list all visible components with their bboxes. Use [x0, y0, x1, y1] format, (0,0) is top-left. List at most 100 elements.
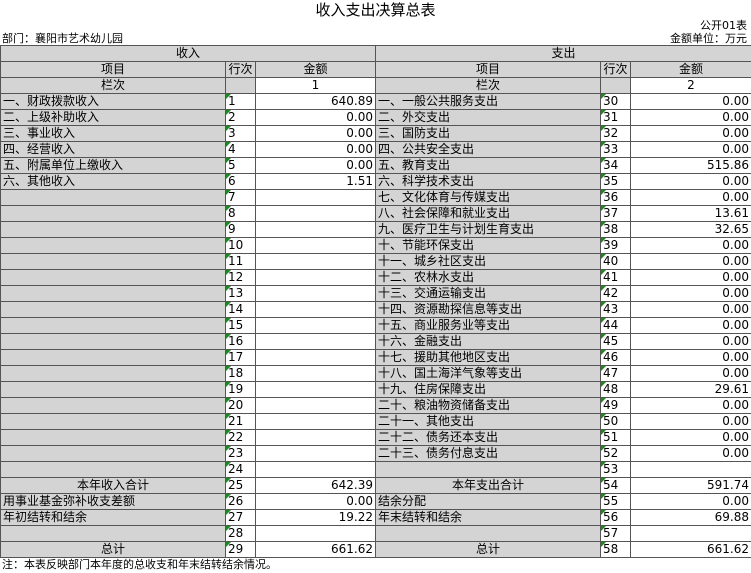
table-row: 用事业基金弥补收支差额 26 0.00 结余分配 55 0.00	[0, 493, 751, 510]
line-number-cell: 4	[225, 141, 256, 158]
item-cell: 二十三、债务付息支出	[375, 445, 601, 462]
column-header: 项目	[375, 61, 601, 78]
line-number-cell: 27	[225, 509, 256, 526]
item-cell	[0, 461, 226, 478]
table-row: 17 十七、援助其他地区支出 46 0.00	[0, 349, 751, 366]
amount-cell	[255, 221, 376, 238]
table-row: 16 十六、金融支出 45 0.00	[0, 333, 751, 350]
table-row: 21 二十一、其他支出 50 0.00	[0, 413, 751, 430]
item-cell: 结余分配	[375, 493, 601, 510]
amount-cell	[630, 525, 751, 542]
line-number-cell: 34	[600, 157, 631, 174]
item-cell	[0, 269, 226, 286]
column-header: 行次	[600, 61, 631, 78]
line-number-cell: 22	[225, 429, 256, 446]
column-header: 金额	[255, 61, 376, 78]
line-number-cell: 42	[600, 285, 631, 302]
item-cell: 十一、城乡社区支出	[375, 253, 601, 270]
amount-cell: 640.89	[255, 93, 376, 110]
note: 注：本表反映部门本年度的总收支和年末结转结余情况。	[2, 558, 277, 571]
table-row: 总计 29 661.62 总计 58 661.62	[0, 541, 751, 558]
amount-cell: 0.00	[630, 349, 751, 366]
table-row: 项目 行次 金额 项目 行次 金额	[0, 61, 751, 78]
item-cell: 十二、农林水支出	[375, 269, 601, 286]
item-cell	[375, 461, 601, 478]
line-number-cell: 6	[225, 173, 256, 190]
amount-cell: 0.00	[630, 269, 751, 286]
line-number-cell: 45	[600, 333, 631, 350]
line-number-cell: 12	[225, 269, 256, 286]
item-cell: 二十一、其他支出	[375, 413, 601, 430]
line-number-cell: 19	[225, 381, 256, 398]
table-row: 12 十二、农林水支出 41 0.00	[0, 269, 751, 286]
amount-cell: 2	[630, 77, 751, 94]
table-row: 19 十九、住房保障支出 48 29.61	[0, 381, 751, 398]
amount-cell	[255, 413, 376, 430]
line-number-cell: 23	[225, 445, 256, 462]
item-cell: 年初结转和结余	[0, 509, 226, 526]
table-row: 20 二十、粮油物资储备支出 49 0.00	[0, 397, 751, 414]
amount-cell: 1	[255, 77, 376, 94]
section-header: 收入	[0, 45, 376, 62]
line-number-cell: 3	[225, 125, 256, 142]
amount-cell: 0.00	[630, 333, 751, 350]
table-row: 二、上级补助收入 2 0.00 二、外交支出 31 0.00	[0, 109, 751, 126]
item-cell: 六、科学技术支出	[375, 173, 601, 190]
amount-cell: 661.62	[630, 541, 751, 558]
section-header: 支出	[375, 45, 751, 62]
line-number-cell: 47	[600, 365, 631, 382]
item-cell	[0, 381, 226, 398]
amount-cell	[255, 365, 376, 382]
line-number-cell: 48	[600, 381, 631, 398]
item-cell	[0, 525, 226, 542]
amount-cell	[255, 349, 376, 366]
line-number-cell: 52	[600, 445, 631, 462]
amount-cell	[255, 461, 376, 478]
amount-cell	[255, 525, 376, 542]
item-cell: 十九、住房保障支出	[375, 381, 601, 398]
line-number-cell: 32	[600, 125, 631, 142]
item-cell: 十五、商业服务业等支出	[375, 317, 601, 334]
line-number-cell: 9	[225, 221, 256, 238]
amount-cell: 591.74	[630, 477, 751, 494]
column-header: 行次	[225, 61, 256, 78]
table-row: 28 57	[0, 525, 751, 542]
line-number-cell: 10	[225, 237, 256, 254]
item-cell	[0, 237, 226, 254]
item-cell	[0, 221, 226, 238]
table-row: 本年收入合计 25 642.39 本年支出合计 54 591.74	[0, 477, 751, 494]
line-number-cell: 49	[600, 397, 631, 414]
item-cell	[0, 429, 226, 446]
table-row: 五、附属单位上缴收入 5 0.00 五、教育支出 34 515.86	[0, 157, 751, 174]
line-number-cell: 54	[600, 477, 631, 494]
amount-cell	[630, 461, 751, 478]
item-cell	[0, 301, 226, 318]
amount-cell: 19.22	[255, 509, 376, 526]
line-number-cell: 29	[225, 541, 256, 558]
table-row: 四、经营收入 4 0.00 四、公共安全支出 33 0.00	[0, 141, 751, 158]
table-row: 三、事业收入 3 0.00 三、国防支出 32 0.00	[0, 125, 751, 142]
item-cell	[0, 365, 226, 382]
amount-cell	[255, 445, 376, 462]
item-cell: 二、上级补助收入	[0, 109, 226, 126]
line-number-cell: 36	[600, 189, 631, 206]
table-row: 22 二十二、债务还本支出 51 0.00	[0, 429, 751, 446]
line-number-cell: 15	[225, 317, 256, 334]
table-row: 7 七、文化体育与传媒支出 36 0.00	[0, 189, 751, 206]
amount-cell: 0.00	[630, 317, 751, 334]
table-row: 栏次 1 栏次 2	[0, 77, 751, 94]
table-row: 9 九、医疗卫生与计划生育支出 38 32.65	[0, 221, 751, 238]
line-number-cell: 14	[225, 301, 256, 318]
amount-cell: 0.00	[255, 109, 376, 126]
amount-cell	[255, 269, 376, 286]
amount-cell: 0.00	[630, 493, 751, 510]
line-number-cell: 31	[600, 109, 631, 126]
column-header: 金额	[630, 61, 751, 78]
table-title: 收入支出决算总表	[315, 1, 436, 19]
item-cell: 二、外交支出	[375, 109, 601, 126]
item-cell	[375, 525, 601, 542]
summary-table: 收入 支出 项目 行次 金额 项目 行次 金额 栏次 1 栏次 2 一、财政拨款收入 1 640.89 一、一…	[0, 45, 751, 558]
item-cell: 十七、援助其他地区支出	[375, 349, 601, 366]
line-number-cell: 35	[600, 173, 631, 190]
line-number-cell: 5	[225, 157, 256, 174]
